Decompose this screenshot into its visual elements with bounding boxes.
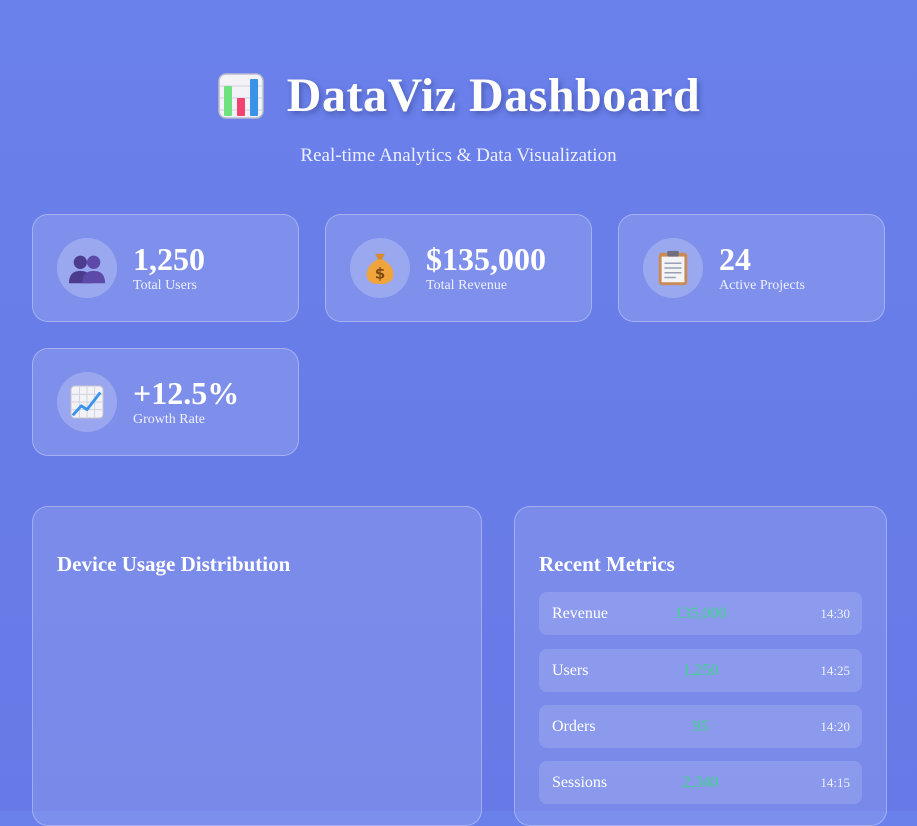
stat-value: 24 [719, 241, 751, 277]
clipboard-icon [643, 238, 703, 298]
money-bag-icon: $ [350, 238, 410, 298]
page-title: DataViz Dashboard [286, 69, 701, 122]
stat-value: +12.5% [133, 375, 240, 411]
users-icon [57, 238, 117, 298]
stat-card-active-projects: 24 Active Projects [618, 214, 885, 322]
metric-name: Orders [552, 717, 596, 735]
metric-time: 14:20 [820, 718, 850, 734]
metric-time: 14:30 [820, 605, 850, 621]
chart-up-icon [57, 372, 117, 432]
svg-text:$: $ [375, 264, 386, 282]
stat-card-growth-rate: +12.5% Growth Rate [32, 348, 299, 456]
metric-row: Orders 95 14:20 [539, 705, 862, 748]
recent-metrics-title: Recent Metrics [539, 552, 675, 576]
stat-label: Total Revenue [426, 278, 508, 293]
stat-label: Growth Rate [133, 412, 205, 427]
device-usage-panel: Device Usage Distribution [32, 506, 482, 826]
metric-value: 2,340 [682, 773, 719, 791]
metric-row: Sessions 2,340 14:15 [539, 761, 862, 804]
metric-time: 14:15 [820, 774, 850, 790]
metric-row: Revenue 135,000 14:30 [539, 592, 862, 635]
metric-time: 14:25 [820, 662, 850, 678]
stat-label: Active Projects [719, 278, 805, 293]
stat-card-total-users: 1,250 Total Users [32, 214, 299, 322]
stat-label: Total Users [133, 278, 197, 293]
metric-name: Sessions [552, 773, 608, 791]
page-subtitle: Real-time Analytics & Data Visualization [300, 145, 617, 166]
metric-value: 95 [692, 717, 709, 735]
metric-value: 135,000 [674, 604, 727, 622]
title-row: DataViz Dashboard [0, 68, 917, 123]
metric-value: 1,250 [682, 661, 719, 679]
bar-chart-icon [217, 72, 265, 120]
metric-row: Users 1,250 14:25 [539, 649, 862, 692]
metric-name: Users [552, 661, 589, 679]
stat-value: $135,000 [426, 241, 546, 277]
metric-name: Revenue [552, 604, 608, 622]
stat-card-total-revenue: $ $135,000 Total Revenue [325, 214, 592, 322]
stat-value: 1,250 [133, 241, 205, 277]
device-usage-title: Device Usage Distribution [57, 552, 291, 576]
recent-metrics-panel: Recent Metrics Revenue 135,000 14:30 Use… [514, 506, 887, 826]
dashboard-header: DataViz Dashboard Real-time Analytics & … [0, 68, 917, 167]
